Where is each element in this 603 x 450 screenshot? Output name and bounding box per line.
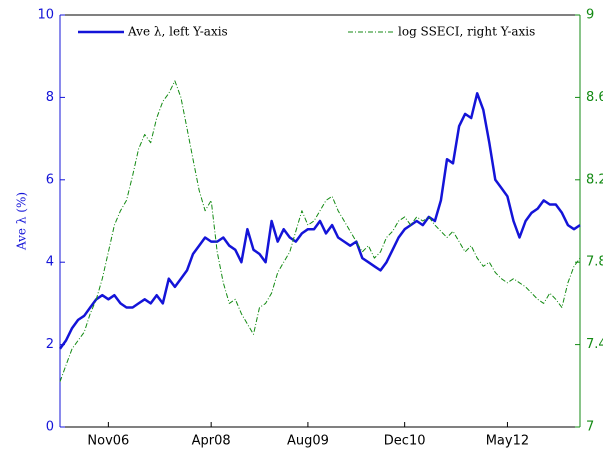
- x-tick-label: May12: [486, 434, 529, 449]
- y-axis-label: Ave λ (%): [15, 192, 29, 251]
- x-tick-label: Nov06: [87, 434, 129, 449]
- line-series: [59, 80, 581, 382]
- x-tick-label: Apr08: [192, 434, 231, 449]
- x-tick-label: Aug09: [287, 434, 329, 449]
- y2-tick-label: 7: [586, 420, 594, 435]
- y-tick-label: 6: [46, 172, 54, 187]
- y-tick-label: 8: [46, 90, 54, 105]
- y-tick-label: 2: [46, 337, 54, 352]
- x-tick-label: Dec10: [384, 434, 426, 449]
- y-tick-label: 10: [37, 8, 54, 23]
- y-tick-label: 0: [46, 420, 54, 435]
- y2-tick-label: 9: [586, 8, 594, 23]
- y-tick-label: 4: [46, 255, 54, 270]
- y2-tick-label: 7.4: [586, 337, 603, 352]
- plot-area: 0 2 4 6 8 10 7 7.4 7.8 8.2 8.6 9 Nov06 Apr08 Aug09 Dec1…: [37, 8, 603, 449]
- legend-label: log SSECI, right Y-axis: [398, 25, 535, 39]
- y2-tick-label: 7.8: [586, 255, 603, 270]
- y2-tick-label: 8.2: [586, 172, 603, 187]
- y2-tick-label: 8.6: [586, 90, 603, 105]
- legend-label: Ave λ, left Y-axis: [127, 25, 228, 39]
- line-series: [58, 92, 581, 350]
